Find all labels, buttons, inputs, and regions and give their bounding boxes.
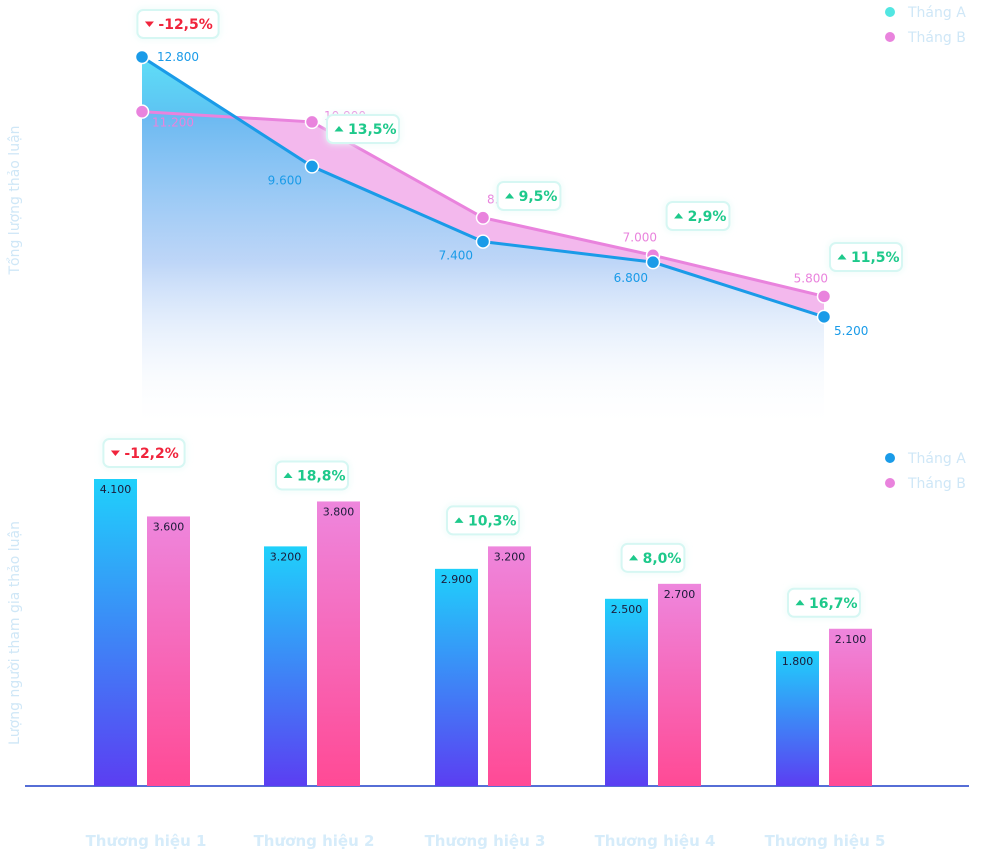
change-badge-box [829, 242, 903, 272]
category-label: Thương hiệu 2 [254, 832, 375, 850]
category-label: Thương hiệu 4 [595, 832, 716, 850]
bar-a-data-label: 2.900 [441, 573, 473, 586]
change-badge-box [136, 9, 220, 39]
series-a-point [816, 309, 832, 325]
category-label: Thương hiệu 3 [425, 832, 546, 850]
change-badge-label: 13,5% [348, 122, 397, 138]
change-badge-box [446, 505, 520, 536]
bar-series-a [776, 651, 819, 786]
change-badge-box [275, 460, 349, 491]
bar-a-data-label: 4.100 [100, 483, 132, 496]
legend-line-b-dot [885, 32, 895, 42]
arrow-up-icon [837, 254, 847, 260]
series-a-data-label: 6.800 [614, 271, 648, 285]
bar-b-data-label: 3.800 [323, 505, 355, 518]
series-a-data-label: 12.800 [157, 50, 199, 64]
bar-series-b [317, 501, 360, 786]
change-badge: -12,2% [102, 438, 186, 468]
change-badge-label: 11,5% [851, 250, 900, 266]
legend-bar-a-label: Tháng A [907, 451, 966, 467]
arrow-up-icon [629, 554, 639, 561]
legend-bar-a-dot [885, 453, 895, 463]
change-badge: 10,3% [446, 505, 520, 536]
series-b-point [816, 289, 832, 304]
series-b-data-label: 5.800 [794, 271, 828, 285]
change-badge-box [102, 438, 186, 468]
line-chart: 12.8009.6007.4006.8005.20011.20010.9008.… [134, 9, 903, 430]
change-badge: 16,7% [787, 587, 861, 618]
bar-b-data-label: 2.100 [835, 633, 867, 646]
arrow-up-icon [674, 213, 684, 219]
series-a-data-label: 7.400 [439, 249, 473, 263]
arrow-up-icon [454, 517, 464, 523]
change-badge: 11,5% [829, 242, 903, 272]
bar-series-a [264, 546, 307, 786]
series-b-point [475, 210, 491, 225]
change-badge-box [496, 181, 562, 211]
series-b-point [134, 104, 150, 119]
arrow-up-icon [795, 599, 805, 606]
change-badge: 13,5% [326, 114, 400, 144]
bar-series-a [605, 598, 648, 786]
legend-line-a-dot [885, 7, 895, 17]
change-badge: 9,5% [496, 181, 562, 211]
arrow-down-icon [110, 450, 120, 456]
arrow-up-icon [283, 472, 293, 478]
series-b-point [304, 114, 320, 130]
change-badge-label: -12,2% [124, 446, 178, 462]
bar-series-a [94, 479, 137, 786]
change-badge: -12,5% [136, 9, 220, 39]
series-a-data-label: 9.600 [268, 173, 302, 187]
legend-line-a-label: Tháng A [907, 5, 966, 21]
bar-chart: 4.100 3.600 -12,2% 3.200 3.800 18,8% 2.900 3.20… [25, 438, 969, 787]
bar-series-a [435, 568, 478, 786]
arrow-up-icon [505, 193, 515, 199]
change-badge-box [665, 201, 731, 231]
bar-series-b [829, 628, 872, 786]
series-b-over-a-area [235, 117, 825, 317]
change-badge-label: -12,5% [158, 17, 212, 33]
change-badge-label: 18,8% [297, 468, 346, 484]
series-a-data-label: 5.200 [834, 324, 868, 338]
change-badge-box [787, 587, 861, 618]
category-label: Thương hiệu 5 [765, 832, 886, 850]
bar-b-data-label: 2.700 [664, 588, 696, 601]
legend-bar-b-dot [885, 478, 895, 488]
change-badge-box [326, 114, 400, 144]
series-b-data-label: 11.200 [152, 116, 194, 130]
series-a-point [645, 254, 661, 270]
legend-line-b-label: Tháng B [907, 30, 966, 46]
bar-series-b [147, 516, 190, 786]
bar-b-data-label: 3.200 [494, 550, 526, 563]
series-a-point [304, 159, 320, 174]
bar-a-data-label: 1.800 [782, 655, 814, 668]
change-badge-label: 9,5% [519, 189, 558, 205]
arrow-down-icon [144, 21, 154, 27]
bar-series-b [658, 583, 701, 786]
change-badge-label: 8,0% [643, 551, 682, 567]
change-badge-label: 10,3% [468, 513, 517, 529]
change-badge: 2,9% [665, 201, 731, 231]
category-label: Thương hiệu 1 [86, 832, 207, 850]
legend-bar-b-label: Tháng B [907, 476, 966, 492]
change-badge-box [620, 542, 686, 573]
bar-b-data-label: 3.600 [153, 520, 185, 533]
series-a-point [134, 49, 150, 65]
bar-chart-ylabel: Lượng người tham gia thảo luận [7, 521, 23, 745]
bar-series-b [488, 546, 531, 786]
change-badge-label: 2,9% [688, 209, 727, 225]
arrow-up-icon [334, 126, 344, 132]
change-badge: 8,0% [620, 542, 686, 573]
change-badge-label: 16,7% [809, 596, 858, 612]
bar-a-data-label: 2.500 [611, 603, 643, 616]
series-b-data-label: 7.000 [623, 230, 657, 244]
line-chart-ylabel: Tổng lượng thảo luận [6, 125, 23, 275]
series-a-point [475, 234, 491, 249]
change-badge: 18,8% [275, 460, 349, 491]
bar-a-data-label: 3.200 [270, 550, 302, 563]
